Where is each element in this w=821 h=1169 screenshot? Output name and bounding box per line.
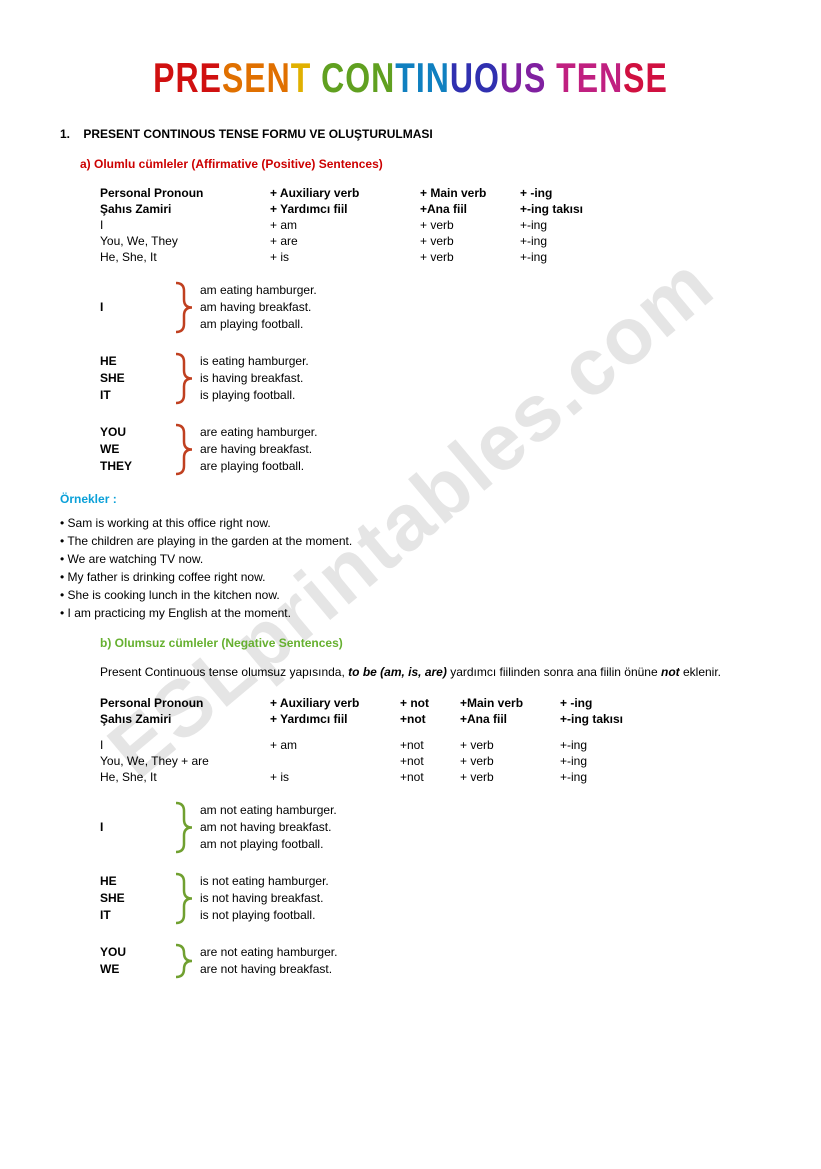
table-cell: + verb [420,233,520,249]
sentence-cell: are not eating hamburger.are not having … [200,944,337,978]
example-item: • My father is drinking coffee right now… [60,568,761,586]
example-item: • The children are playing in the garden… [60,532,761,550]
section-title: PRESENT CONTINOUS TENSE FORMU VE OLUŞTUR… [83,127,432,141]
subsection-b: b) Olumsuz cümleler (Negative Sentences) [100,636,761,650]
neg-desc-mid: yardımcı fiilinden sonra ana fiilin önün… [447,665,661,679]
example-item: • Sam is working at this office right no… [60,514,761,532]
pronoun-cell: HESHEIT [100,873,170,923]
neg-desc-tobe: to be (am, is, are) [348,665,447,679]
negative-description: Present Continuous tense olumsuz yapısın… [100,664,761,681]
table-cell: + Main verb [420,185,520,201]
sentence-cell: is not eating hamburger.is not having br… [200,873,329,923]
pronoun-cell: I [100,819,170,836]
sentence-cell: am not eating hamburger.am not having br… [200,802,337,852]
table-cell: +-ing [560,737,650,753]
table-cell: +-ing takısı [560,711,650,727]
table-cell: + Yardımcı fiil [270,201,420,217]
table-cell: +-ing takısı [520,201,610,217]
table-cell: Şahıs Zamiri [100,711,270,727]
neg-desc-not: not [661,665,680,679]
table-cell: +not [400,711,460,727]
table-cell: + verb [420,217,520,233]
table-cell: + Yardımcı fiil [270,711,400,727]
table-cell: + am [270,217,420,233]
pronoun-cell: I [100,299,170,316]
table-cell: He, She, It [100,769,270,785]
table-cell: + Auxiliary verb [270,695,400,711]
table-cell: He, She, It [100,249,270,265]
brace-icon [170,941,200,981]
table-cell: Şahıs Zamiri [100,201,270,217]
example-item: • She is cooking lunch in the kitchen no… [60,586,761,604]
section-heading: 1. PRESENT CONTINOUS TENSE FORMU VE OLUŞ… [60,127,761,141]
table-cell: You, We, They + are [100,753,270,769]
table-cell: +Main verb [460,695,560,711]
brace-icon [170,870,200,927]
table-cell: + -ing [560,695,650,711]
table-cell: + are [270,233,420,249]
table-cell: + am [270,737,400,753]
table-cell: +-ing [560,753,650,769]
examples-heading: Örnekler : [60,492,761,506]
sentence-cell: am eating hamburger.am having breakfast.… [200,282,317,332]
section-number: 1. [60,127,70,141]
sentence-cell: are eating hamburger.are having breakfas… [200,424,317,474]
neg-desc-text: Present Continuous tense olumsuz yapısın… [100,665,348,679]
table-cell: +Ana fiil [460,711,560,727]
table-cell: +Ana fiil [420,201,520,217]
negative-pronoun-groups: Iam not eating hamburger.am not having b… [100,799,761,981]
examples-list: • Sam is working at this office right no… [60,514,761,622]
table-cell: + Auxiliary verb [270,185,420,201]
example-item: • We are watching TV now. [60,550,761,568]
table-cell: +-ing [520,217,610,233]
table-cell: Personal Pronoun [100,185,270,201]
pronoun-cell: HESHEIT [100,353,170,403]
brace-icon [170,279,200,336]
table-cell: + verb [460,753,560,769]
brace-icon [170,421,200,478]
neg-desc-post: eklenir. [680,665,721,679]
table-cell: + verb [420,249,520,265]
brace-icon [170,799,200,856]
negative-table: Personal Pronoun+ Auxiliary verb+ not+Ma… [100,695,761,785]
table-cell: +not [400,753,460,769]
affirmative-table: Personal Pronoun+ Auxiliary verb+ Main v… [100,185,761,265]
table-cell: +not [400,737,460,753]
affirmative-pronoun-groups: Iam eating hamburger.am having breakfast… [100,279,761,478]
table-cell: +-ing [560,769,650,785]
main-title: PRESENT CONTINUOUS TENSE [60,54,761,102]
table-cell: +-ing [520,233,610,249]
brace-icon [170,350,200,407]
table-cell: +-ing [520,249,610,265]
table-cell: +not [400,769,460,785]
table-cell: + is [270,249,420,265]
table-cell: I [100,217,270,233]
subsection-a: a) Olumlu cümleler (Affirmative (Positiv… [80,157,761,171]
sentence-cell: is eating hamburger.is having breakfast.… [200,353,309,403]
table-cell: You, We, They [100,233,270,249]
table-cell: I [100,737,270,753]
pronoun-cell: YOUWETHEY [100,424,170,474]
example-item: • I am practicing my English at the mome… [60,604,761,622]
pronoun-cell: YOUWE [100,944,170,978]
table-cell: + not [400,695,460,711]
table-cell: + verb [460,737,560,753]
table-cell: Personal Pronoun [100,695,270,711]
table-cell: + -ing [520,185,610,201]
table-cell [270,753,400,769]
table-cell: + verb [460,769,560,785]
table-cell: + is [270,769,400,785]
